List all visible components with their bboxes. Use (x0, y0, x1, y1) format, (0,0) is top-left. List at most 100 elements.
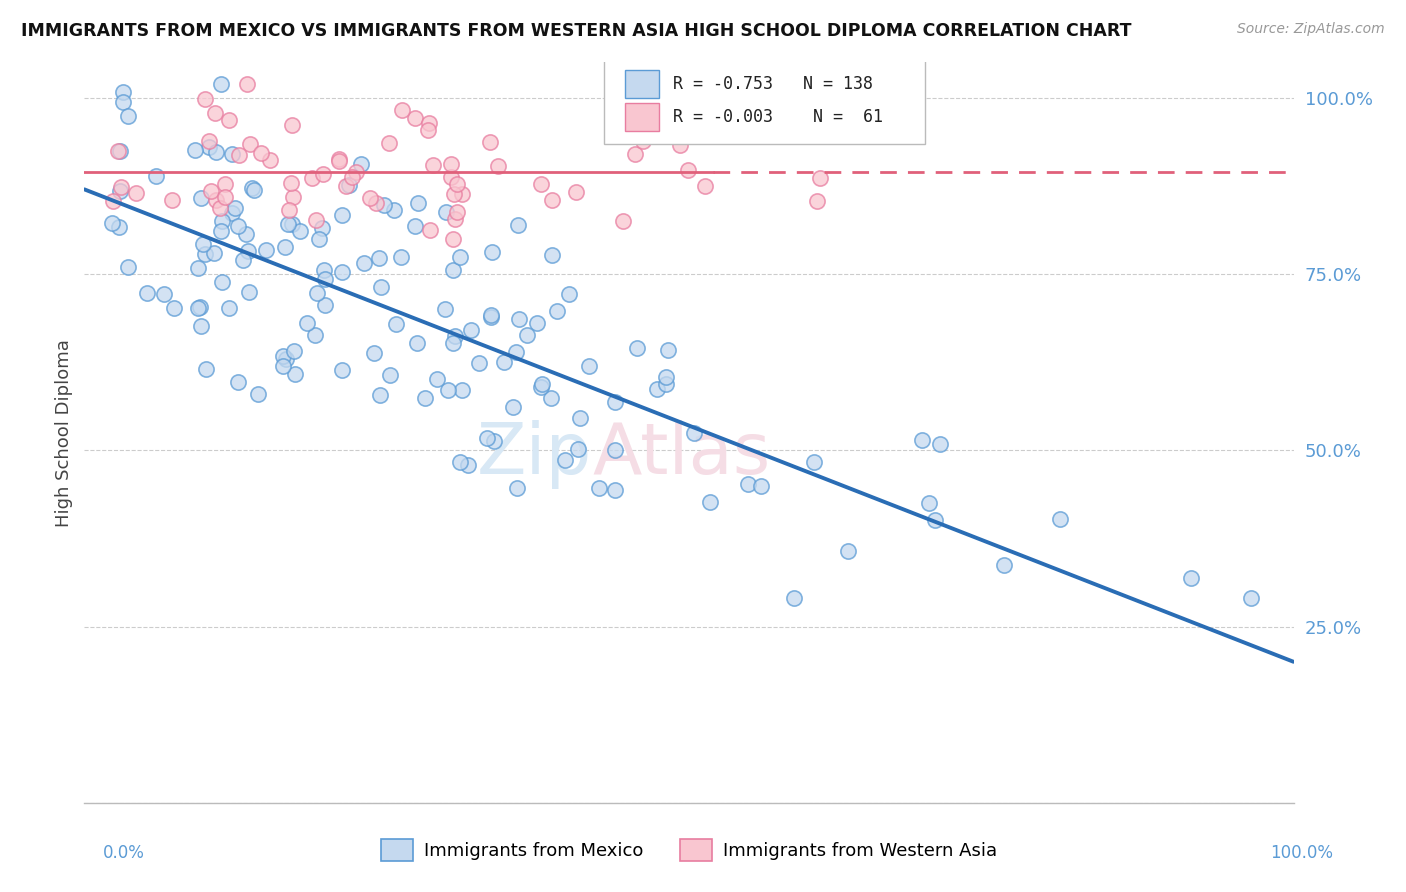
Text: 100.0%: 100.0% (1270, 844, 1333, 862)
Point (406, 195, 429, 210)
Point (205, 145, 228, 159)
Point (277, 218, 299, 232)
Point (236, 77, 259, 91)
Point (160, 193, 183, 207)
Point (111, 85, 134, 99)
Point (440, 170, 463, 185)
Point (280, 176, 302, 190)
Point (307, 286, 329, 301)
Text: R = -0.753   N = 138: R = -0.753 N = 138 (673, 75, 873, 93)
Point (304, 327, 326, 342)
Point (479, 135, 502, 149)
Point (221, 206, 243, 220)
Point (505, 345, 527, 359)
Point (530, 177, 553, 191)
Point (655, 370, 678, 384)
Point (492, 355, 515, 369)
Point (281, 118, 304, 132)
Point (434, 302, 457, 317)
Point (218, 113, 240, 128)
Point (479, 310, 502, 324)
Point (108, 219, 131, 234)
Point (214, 190, 236, 204)
Point (749, 479, 772, 493)
Point (281, 189, 304, 203)
Point (419, 222, 441, 236)
Point (335, 179, 357, 194)
Point (271, 359, 294, 374)
Point (737, 477, 759, 491)
Point (190, 318, 212, 333)
Text: Atlas: Atlas (592, 420, 770, 490)
Point (451, 186, 474, 201)
Point (314, 272, 336, 286)
Point (506, 481, 529, 495)
Text: IMMIGRANTS FROM MEXICO VS IMMIGRANTS FROM WESTERN ASIA HIGH SCHOOL DIPLOMA CORRE: IMMIGRANTS FROM MEXICO VS IMMIGRANTS FRO… (21, 22, 1132, 40)
Point (344, 165, 367, 179)
Point (540, 248, 562, 262)
Point (668, 137, 690, 152)
Point (437, 383, 460, 397)
Point (204, 193, 226, 207)
Point (250, 145, 273, 160)
Point (367, 251, 389, 265)
Point (288, 224, 311, 238)
Y-axis label: High School Diploma: High School Diploma (55, 339, 73, 526)
Point (312, 263, 335, 277)
Point (481, 245, 503, 260)
Point (443, 211, 465, 226)
Point (278, 202, 301, 217)
Point (808, 171, 831, 186)
Point (554, 453, 576, 467)
Point (404, 111, 426, 125)
Legend: Immigrants from Mexico, Immigrants from Western Asia: Immigrants from Mexico, Immigrants from … (374, 831, 1004, 868)
Point (135, 286, 157, 301)
Point (195, 361, 218, 376)
Point (380, 368, 402, 383)
Point (211, 275, 233, 289)
Point (588, 481, 610, 495)
Point (917, 496, 939, 510)
Point (190, 190, 212, 204)
Point (603, 442, 626, 457)
Point (443, 187, 465, 202)
Point (422, 158, 444, 172)
Point (693, 179, 716, 194)
Point (515, 327, 537, 342)
Point (107, 144, 129, 158)
Point (163, 301, 186, 315)
Point (530, 376, 553, 391)
Point (1240, 591, 1263, 605)
Point (502, 400, 524, 414)
Point (218, 301, 240, 315)
Point (443, 328, 465, 343)
Point (373, 198, 395, 212)
Point (247, 387, 270, 401)
Point (441, 336, 464, 351)
Point (110, 179, 132, 194)
Point (655, 377, 678, 392)
Point (385, 317, 408, 331)
Point (224, 201, 246, 215)
Point (328, 152, 350, 166)
Point (783, 591, 806, 606)
Point (578, 359, 600, 373)
Point (194, 92, 217, 106)
Point (1049, 512, 1071, 526)
Point (370, 280, 392, 294)
Point (228, 219, 250, 233)
Point (603, 483, 626, 497)
Point (530, 380, 553, 394)
Point (569, 411, 592, 425)
Text: Zip: Zip (477, 420, 592, 490)
Point (198, 134, 221, 148)
Point (605, 395, 627, 409)
Point (657, 343, 679, 357)
Point (259, 153, 281, 168)
Point (546, 304, 568, 318)
Point (451, 383, 474, 397)
Point (283, 343, 305, 358)
Point (993, 558, 1015, 573)
Point (460, 323, 482, 337)
Point (314, 298, 336, 312)
